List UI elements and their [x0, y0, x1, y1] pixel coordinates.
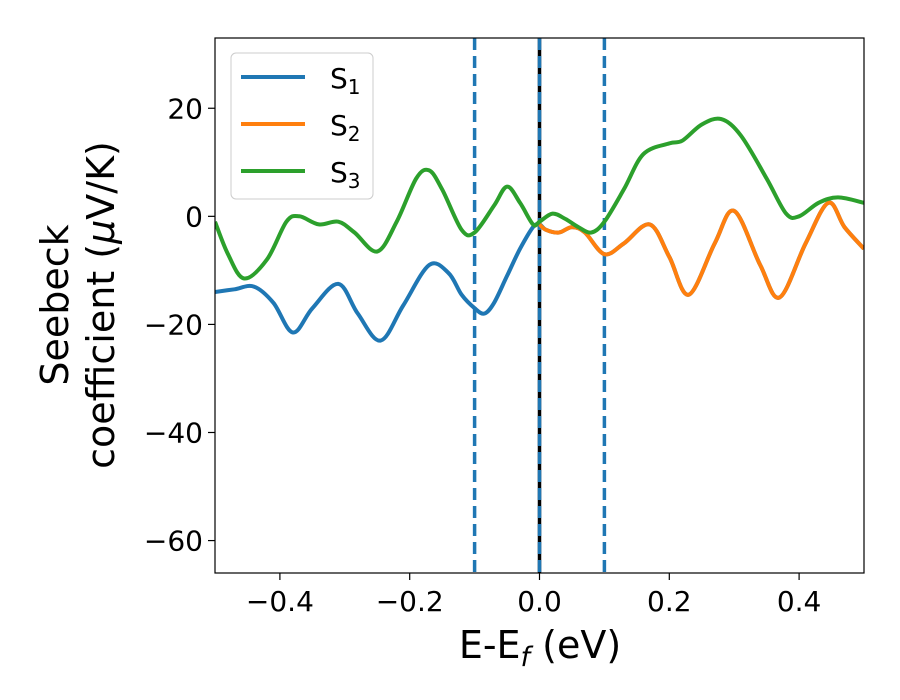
y-axis-ticks: 20 0 −20 −40 −60 [144, 92, 215, 558]
y-tick-label: −40 [144, 416, 203, 449]
y-tick-label: −20 [144, 308, 203, 341]
legend-entry-s2: S2 [241, 109, 361, 146]
y-tick-label: 20 [167, 92, 203, 125]
x-tick-label: 0.2 [647, 585, 692, 618]
x-tick-label: −0.4 [246, 585, 314, 618]
x-axis-label: E-Ef (eV) [459, 623, 621, 673]
x-tick-label: 0.0 [517, 585, 562, 618]
legend-label-s1: S1 [330, 62, 361, 99]
series-line-s3 [215, 116, 864, 281]
vertical-lines [472, 38, 607, 573]
legend-entry-s3: S3 [241, 156, 361, 193]
x-tick-label: −0.2 [376, 585, 444, 618]
series-lines [215, 116, 864, 343]
y-axis-label-line1: Seebeck [33, 224, 77, 385]
legend-label-s2: S2 [330, 109, 361, 146]
x-axis-ticks: −0.4 −0.2 0.0 0.2 0.4 [246, 573, 821, 618]
legend: S1 S2 S3 [230, 52, 374, 200]
y-tick-label: 0 [185, 200, 203, 233]
y-axis-label: Seebeck coefficient (μV/K) [33, 141, 123, 469]
series-line-s2 [538, 200, 864, 300]
legend-label-s3: S3 [330, 156, 361, 193]
x-tick-label: 0.4 [777, 585, 822, 618]
y-axis-label-line2: coefficient (μV/K) [79, 141, 123, 469]
y-tick-label: −60 [144, 525, 203, 558]
legend-entry-s1: S1 [241, 62, 361, 99]
